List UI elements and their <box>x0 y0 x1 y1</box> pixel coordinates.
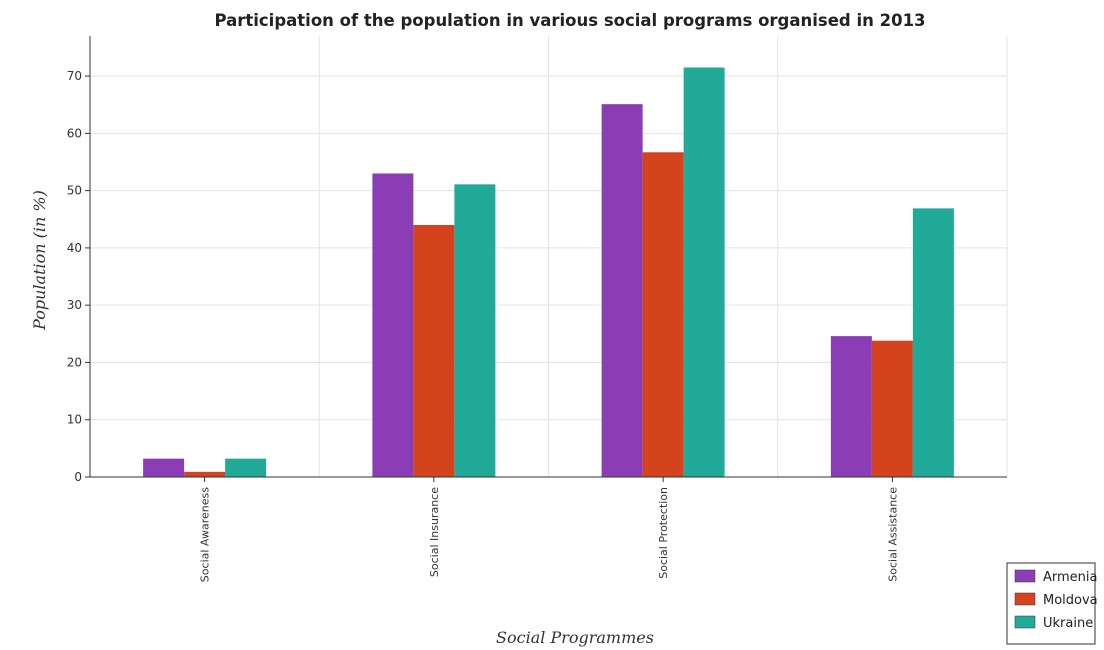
axes: 0 10 20 30 40 50 60 70 Social Awareness Social In… <box>67 36 1007 582</box>
bar-armenia-social-assistance <box>830 336 872 477</box>
y-tick-label: 40 <box>67 241 82 255</box>
x-tick-label: Social Awareness <box>199 487 212 582</box>
bar-armenia-social-insurance <box>372 173 414 478</box>
gridlines <box>89 36 1008 478</box>
bar-ukraine-social-protection <box>683 67 725 477</box>
bar-moldova-social-awareness <box>184 471 226 477</box>
x-tick-label: Social Protection <box>657 487 670 579</box>
bar-ukraine-social-assistance <box>912 208 954 477</box>
legend-swatch-armenia <box>1014 569 1036 583</box>
bars <box>143 67 954 478</box>
x-tick-label: Social Insurance <box>428 487 441 577</box>
y-tick-label: 10 <box>67 413 82 427</box>
y-tick-label: 0 <box>74 470 82 484</box>
bar-ukraine-social-awareness <box>225 458 267 477</box>
legend-swatch-ukraine <box>1014 615 1036 629</box>
chart-title: Participation of the population in vario… <box>214 11 925 30</box>
x-tick-label: Social Assistance <box>886 487 899 582</box>
y-tick-label: 50 <box>67 184 82 198</box>
bar-moldova-social-assistance <box>871 340 913 477</box>
bar-armenia-social-awareness <box>143 458 185 477</box>
y-tick-label: 70 <box>67 69 82 83</box>
bar-armenia-social-protection <box>601 104 643 478</box>
legend-label-armenia: Armenia <box>1043 570 1098 585</box>
y-tick-label: 60 <box>67 126 82 140</box>
bar-moldova-social-insurance <box>413 225 455 477</box>
bar-ukraine-social-insurance <box>454 184 496 477</box>
bar-moldova-social-protection <box>642 152 684 477</box>
legend: Armenia Moldova Ukraine <box>1006 562 1098 645</box>
y-axis-title: Population (in %) <box>30 190 49 331</box>
y-tick-label: 20 <box>67 355 82 369</box>
legend-swatch-moldova <box>1014 592 1036 606</box>
x-axis-title: Social Programmes <box>496 628 654 647</box>
legend-label-moldova: Moldova <box>1043 593 1098 608</box>
legend-label-ukraine: Ukraine <box>1043 616 1093 631</box>
y-tick-label: 30 <box>67 298 82 312</box>
